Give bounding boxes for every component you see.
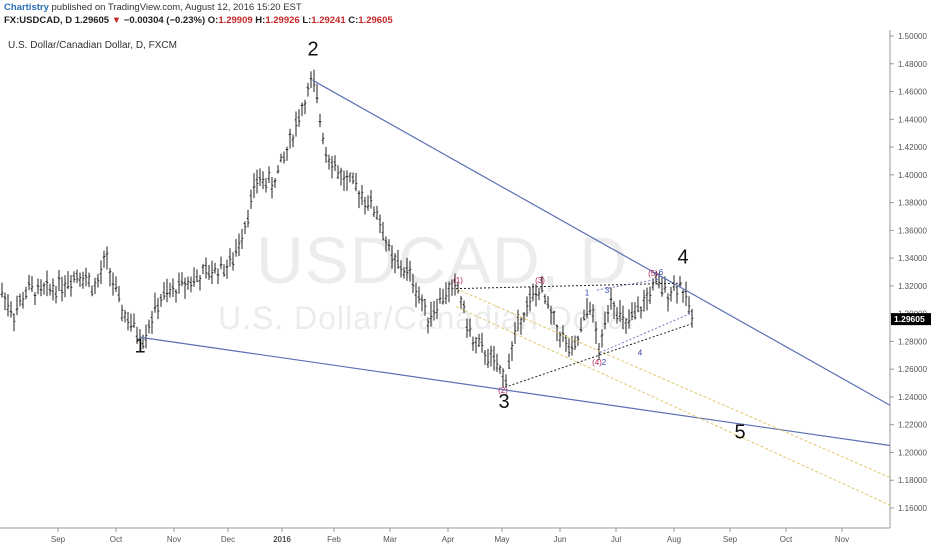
publish-info: published on TradingView.com, August 12,… (48, 2, 302, 13)
wave-label-major: 2 (307, 38, 318, 60)
low-label: L: (302, 15, 312, 26)
x-tick-label: Jun (554, 535, 567, 544)
wave-label-minor: 4 (638, 348, 643, 357)
y-tick-label: 1.22000 (898, 421, 927, 430)
wave-label-minor: (1) (453, 276, 463, 285)
pair-title: U.S. Dollar/Canadian Dollar, D, FXCM (8, 40, 177, 51)
channel-line (455, 288, 891, 478)
y-tick-label: 1.42000 (898, 143, 927, 152)
subwave-line (596, 278, 661, 291)
last-price-label: 1.29605 (894, 314, 925, 324)
x-tick-label: 2016 (273, 535, 291, 544)
x-tick-label: Mar (383, 535, 397, 544)
y-tick-label: 1.24000 (898, 393, 927, 402)
x-tick-label: Nov (835, 535, 849, 544)
wave-label-minor: 6 (659, 268, 664, 277)
quote-line: FX:USDCAD, D 1.29605 ▼ −0.00304 (−0.23%)… (4, 15, 393, 26)
low-value: 1.29241 (311, 15, 346, 26)
x-tick-label: Nov (167, 535, 181, 544)
publish-line: Chartistry published on TradingView.com,… (4, 2, 302, 13)
trend-line (139, 336, 891, 447)
x-tick-label: Oct (780, 535, 793, 544)
wave-label-major: 1 (134, 336, 145, 358)
subwave-line (599, 313, 691, 353)
wave-label-minor: (2) (498, 386, 508, 395)
x-tick-label: Aug (667, 535, 681, 544)
y-tick-label: 1.38000 (898, 199, 927, 208)
wave-label-minor: 3 (605, 286, 610, 295)
wave-label-minor: (3) (535, 276, 545, 285)
y-tick-label: 1.40000 (898, 171, 927, 180)
wave-label-major: 4 (677, 247, 688, 269)
wave-label-major: 3 (498, 391, 509, 413)
wave-label-minor: 2 (602, 358, 607, 367)
down-arrow-icon: ▼ (111, 15, 122, 26)
y-tick-label: 1.28000 (898, 337, 927, 346)
last-price-tag (891, 313, 931, 326)
last-price: 1.29605 (74, 15, 110, 26)
triangle-line (455, 282, 684, 290)
x-tick-label: May (494, 535, 509, 544)
y-tick-label: 1.48000 (898, 60, 927, 69)
change-value: −0.00304 (−0.23%) (123, 15, 206, 26)
y-tick-label: 1.18000 (898, 476, 927, 485)
close-label: C: (348, 15, 359, 26)
x-tick-label: Sep (723, 535, 738, 544)
x-tick-label: Feb (327, 535, 341, 544)
x-tick-label: Dec (221, 535, 235, 544)
triangle-line (504, 322, 694, 388)
wave-label-minor: (4) (592, 358, 602, 367)
y-tick-label: 1.20000 (898, 448, 927, 457)
y-tick-label: 1.32000 (898, 282, 927, 291)
high-value: 1.29926 (265, 15, 300, 26)
x-tick-label: Apr (442, 535, 455, 544)
x-tick-label: Sep (51, 535, 66, 544)
author-link[interactable]: Chartistry (4, 2, 49, 13)
y-tick-label: 1.34000 (898, 254, 927, 263)
watermark-symbol: USDCAD, D (256, 223, 629, 297)
channel-line (455, 306, 891, 506)
y-tick-label: 1.36000 (898, 226, 927, 235)
x-tick-label: Oct (110, 535, 123, 544)
trend-line (312, 79, 891, 406)
y-tick-label: 1.50000 (898, 32, 927, 41)
wave-label-minor: (5) (648, 269, 658, 278)
y-tick-label: 1.16000 (898, 504, 927, 513)
open-label: O: (207, 15, 219, 26)
high-label: H: (255, 15, 266, 26)
wave-label-minor: 1 (585, 289, 590, 298)
symbol-label: FX:USDCAD, D (4, 15, 73, 26)
y-tick-label: 1.44000 (898, 115, 927, 124)
wave-label-major: 5 (734, 422, 745, 444)
y-tick-label: 1.46000 (898, 88, 927, 97)
y-tick-label: 1.26000 (898, 365, 927, 374)
open-value: 1.29909 (218, 15, 253, 26)
close-value: 1.29605 (358, 15, 393, 26)
x-tick-label: Jul (611, 535, 621, 544)
